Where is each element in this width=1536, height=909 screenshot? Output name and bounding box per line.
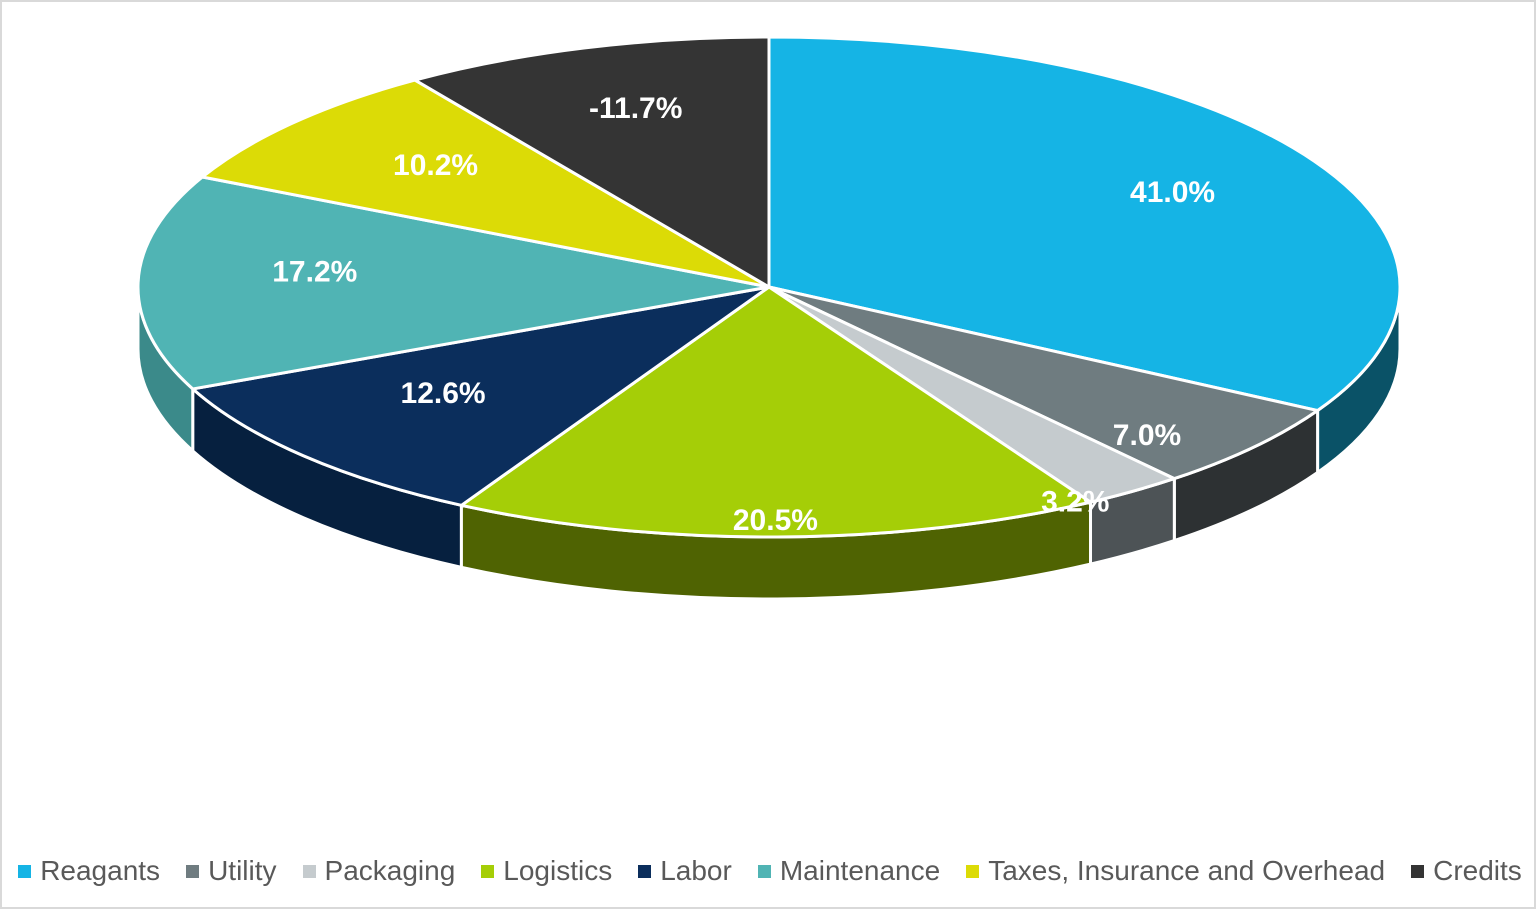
pie-3d-side-walls bbox=[136, 286, 1402, 601]
pie-slice-data-label: 10.2% bbox=[393, 149, 478, 182]
legend-item[interactable]: Logistics bbox=[481, 857, 612, 885]
legend-item[interactable]: Reagants bbox=[18, 857, 160, 885]
chart-legend: Reagants Utility Packaging Logistics Labor Ma… bbox=[2, 855, 1534, 886]
legend-swatch-icon bbox=[757, 864, 771, 878]
legend-item[interactable]: Taxes, Insurance and Overhead bbox=[966, 857, 1385, 885]
pie-slice-data-label: 20.5% bbox=[733, 504, 818, 537]
legend-item[interactable]: Utility bbox=[186, 855, 277, 886]
pie-slice-data-label: 3.2% bbox=[1041, 485, 1109, 518]
legend-label: Reagants bbox=[40, 855, 161, 886]
pie-slice-maintenance[interactable] bbox=[136, 175, 771, 391]
pie-data-labels: 41.0% 7.0%3.2% 20.5% 12.6% 17.2% 10.2% -11.7% bbox=[272, 92, 1215, 537]
pie-slice-data-label: 12.6% bbox=[401, 377, 486, 410]
legend-swatch-icon bbox=[302, 864, 316, 878]
legend-item[interactable]: Labor bbox=[638, 857, 732, 885]
legend-item[interactable]: Maintenance bbox=[757, 855, 941, 886]
legend-label: Maintenance bbox=[779, 855, 941, 886]
pie-slice-data-label: 41.0% bbox=[1130, 176, 1215, 209]
legend-label: Labor bbox=[660, 855, 732, 886]
legend-swatch-icon bbox=[18, 864, 32, 878]
pie-slice-data-label: 7.0% bbox=[1113, 419, 1181, 452]
pie-chart-svg: 41.0% 7.0%3.2% 20.5% 12.6% 17.2% 10.2% -11.7% bbox=[136, 35, 1402, 601]
pie-slices bbox=[136, 35, 1402, 539]
pie-slice-data-label: -11.7% bbox=[589, 92, 682, 125]
pie-slice-utility[interactable] bbox=[767, 285, 1320, 481]
pie-chart-plot-area: 41.0% 7.0% 3.2% 20.5% 12.6% 17.2% 10.2% -11.7% bbox=[2, 2, 1534, 822]
legend-item[interactable]: Packaging bbox=[302, 855, 456, 886]
pie-slice-data-label: 17.2% bbox=[272, 256, 357, 289]
legend-swatch-icon bbox=[1411, 864, 1425, 878]
legend-swatch-icon bbox=[481, 864, 495, 878]
legend-swatch-icon bbox=[186, 864, 200, 878]
legend-swatch-icon bbox=[966, 864, 980, 878]
legend-label: Taxes, Insurance and Overhead bbox=[988, 855, 1386, 886]
legend-item[interactable]: Credits bbox=[1411, 857, 1522, 885]
pie-slice-taxes-insurance-and-overhead[interactable] bbox=[200, 78, 771, 289]
pie-slice-reagants[interactable] bbox=[767, 35, 1402, 413]
legend-label: Logistics bbox=[503, 855, 613, 886]
pie-slice-logistics[interactable] bbox=[459, 285, 1093, 539]
legend-label: Credits bbox=[1433, 855, 1522, 886]
legend-label: Packaging bbox=[324, 855, 456, 886]
legend-swatch-icon bbox=[638, 864, 652, 878]
pie-slice-labor[interactable] bbox=[191, 285, 771, 507]
legend-label: Utility bbox=[208, 855, 277, 886]
pie-slice-credits[interactable] bbox=[413, 35, 771, 289]
